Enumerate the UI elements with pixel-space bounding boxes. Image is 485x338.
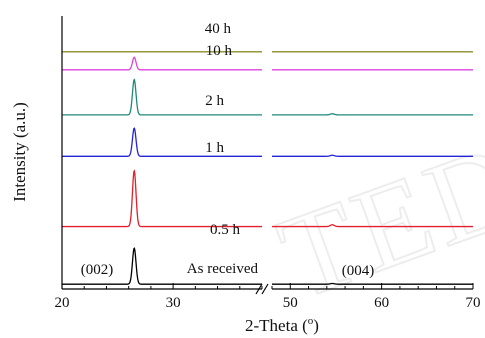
- series-label-0: As received: [187, 261, 259, 277]
- series-line-2-seg0: [62, 127, 262, 157]
- series-label-4: 10 h: [206, 43, 233, 59]
- series-line-4-seg0: [62, 56, 262, 71]
- peak-label-004: (004): [342, 263, 375, 279]
- axis-break-mark-1: [261, 283, 269, 295]
- x-tick-label-50: 50: [283, 295, 298, 311]
- series-label-2: 1 h: [205, 140, 224, 156]
- series-line-0-seg0: [62, 247, 262, 285]
- series-line-1-seg1: [272, 224, 473, 228]
- x-tick-label-30: 30: [166, 295, 181, 311]
- x-tick-label-20: 20: [55, 295, 70, 311]
- series-line-0-seg1: [272, 282, 473, 285]
- axis-break-mark-0: [255, 283, 263, 295]
- series-line-3-seg1: [272, 113, 473, 116]
- series-label-5: 40 h: [205, 21, 232, 37]
- x-tick-label-70: 70: [466, 295, 481, 311]
- series-label-1: 0.5 h: [210, 222, 241, 238]
- series-line-1-seg0: [62, 169, 262, 228]
- x-axis-title: 2-Theta (o): [245, 315, 319, 335]
- series-line-2-seg1: [272, 154, 473, 157]
- y-axis-title: Intensity (a.u.): [10, 102, 29, 202]
- series-label-3: 2 h: [205, 93, 224, 109]
- x-tick-label-60: 60: [374, 295, 389, 311]
- series-line-3-seg0: [62, 78, 262, 116]
- peak-label-002: (002): [81, 262, 114, 278]
- watermark-text: TED: [263, 116, 485, 325]
